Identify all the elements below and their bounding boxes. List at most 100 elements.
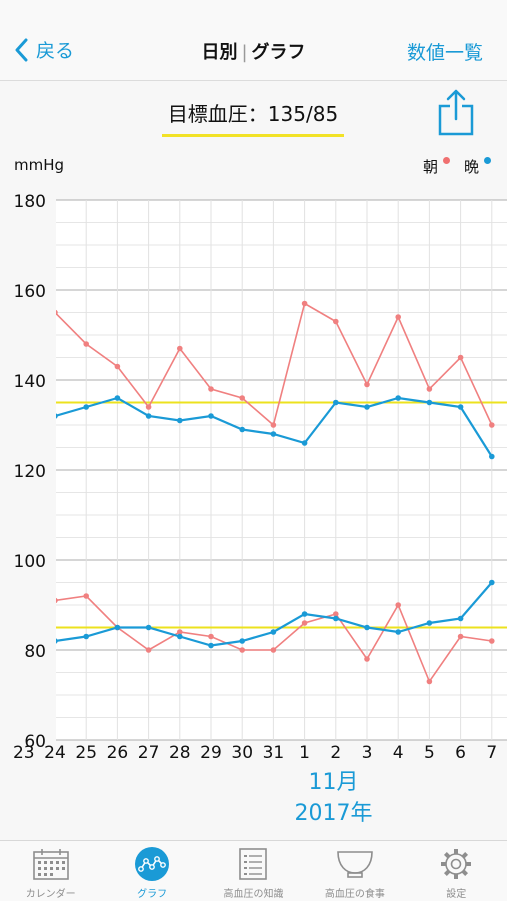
x-tick-label: 1	[299, 743, 310, 763]
data-point-morning	[83, 341, 89, 347]
x-tick-label: 4	[393, 743, 404, 763]
month-label: 11月	[308, 770, 359, 795]
data-point-morning	[333, 611, 339, 617]
calendar-icon	[32, 849, 69, 880]
data-point-evening	[114, 395, 121, 401]
data-point-morning	[301, 300, 308, 307]
tab-meal-label: 高血圧の食事	[324, 889, 385, 900]
page-title: 日別 | グラフ	[0, 38, 507, 64]
data-point-evening	[270, 431, 277, 437]
tab-knowledge-label: 高血圧の知識	[223, 889, 284, 900]
series-line-morning-diastolic	[56, 595, 492, 684]
data-point-morning	[457, 633, 464, 640]
x-tick-label: 28	[169, 743, 191, 763]
x-tick-label: 25	[75, 743, 97, 763]
data-point-evening	[145, 413, 152, 419]
data-point-morning	[83, 593, 89, 599]
data-point-evening	[333, 615, 339, 622]
list-document-icon	[239, 848, 268, 880]
data-point-evening	[426, 620, 433, 626]
x-tick-label: 29	[200, 743, 222, 763]
series-line-evening-diastolic	[56, 581, 493, 647]
data-point-morning	[489, 638, 495, 644]
chart-legend: 朝 晩	[409, 156, 491, 177]
x-tick-label: 26	[107, 743, 129, 763]
y-tick-label: 100	[14, 552, 46, 572]
data-point-evening	[21, 607, 27, 613]
tab-graph[interactable]: グラフ	[101, 841, 202, 901]
legend-morning-dot	[442, 157, 450, 164]
x-tick-label: 27	[138, 743, 160, 763]
title-daily: 日別	[201, 42, 238, 63]
data-point-morning	[270, 647, 277, 653]
data-point-evening	[21, 400, 27, 406]
tab-settings[interactable]: 設定	[406, 841, 507, 901]
x-tick-label: 6	[455, 743, 466, 763]
back-button[interactable]: 戻る	[14, 36, 74, 63]
data-point-evening	[489, 579, 495, 586]
legend-morning-label: 朝	[422, 158, 438, 176]
plot-series-group	[21, 300, 507, 685]
data-point-morning	[21, 620, 27, 626]
data-point-morning	[489, 422, 495, 428]
data-point-evening	[145, 624, 152, 631]
tab-knowledge[interactable]: 高血圧の知識	[203, 841, 304, 901]
series-line-morning-systolic	[56, 302, 493, 427]
data-point-morning	[457, 354, 464, 361]
share-icon[interactable]	[437, 88, 475, 136]
y-tick-label: 80	[24, 642, 46, 662]
y-tick-label: 160	[14, 282, 46, 302]
data-point-morning	[239, 647, 245, 653]
x-tick-label: 3	[362, 743, 373, 763]
series-line-evening-systolic	[56, 396, 493, 458]
data-point-evening	[177, 417, 183, 424]
data-point-evening	[364, 404, 370, 410]
month-year-label: 11月 2017年	[0, 767, 507, 829]
data-point-morning	[395, 602, 402, 608]
legend-morning: 朝	[423, 156, 450, 177]
graph-icon	[135, 847, 170, 881]
tab-graph-label: グラフ	[137, 889, 168, 900]
legend-evening-label: 晩	[463, 158, 479, 176]
back-label: 戻る	[36, 40, 75, 62]
data-point-evening	[333, 399, 339, 406]
data-point-evening	[56, 413, 58, 419]
data-point-morning	[395, 314, 402, 320]
x-tick-label: 30	[231, 743, 253, 763]
data-point-evening	[177, 633, 183, 640]
year-label: 2017年	[294, 801, 373, 826]
value-list-button[interactable]: 数値一覧	[406, 42, 483, 64]
data-point-morning	[56, 597, 58, 604]
data-point-evening	[457, 615, 464, 622]
data-point-evening	[426, 399, 433, 406]
data-point-morning	[145, 647, 152, 653]
y-tick-label: 60	[24, 732, 46, 752]
data-point-morning	[177, 629, 183, 635]
gear-icon	[441, 849, 472, 879]
data-point-morning	[114, 363, 121, 370]
data-point-evening	[208, 642, 214, 649]
data-point-morning	[333, 318, 339, 325]
x-tick-label: 24	[44, 743, 66, 763]
data-point-morning	[301, 620, 308, 626]
tab-calendar-label: カレンダー	[25, 889, 76, 900]
title-graph: グラフ	[251, 42, 306, 63]
unit-label: mmHg	[14, 156, 65, 174]
navigation-bar: 戻る 日別 | グラフ 数値一覧	[0, 0, 507, 81]
data-point-morning	[426, 678, 433, 685]
tab-settings-label: 設定	[446, 889, 467, 900]
data-point-morning	[21, 323, 27, 329]
data-point-evening	[301, 611, 308, 617]
target-pressure-label[interactable]: 目標血圧：135/85	[162, 98, 344, 137]
data-point-evening	[239, 426, 245, 433]
tab-calendar[interactable]: カレンダー	[0, 841, 101, 901]
x-tick-label: 31	[263, 743, 285, 763]
data-point-morning	[177, 345, 183, 352]
legend-evening-dot	[484, 157, 491, 164]
data-point-evening	[395, 629, 402, 635]
title-separator: |	[241, 42, 248, 63]
data-point-morning	[239, 395, 245, 401]
data-point-morning	[270, 422, 277, 428]
tab-meal[interactable]: 高血圧の食事	[304, 841, 405, 901]
